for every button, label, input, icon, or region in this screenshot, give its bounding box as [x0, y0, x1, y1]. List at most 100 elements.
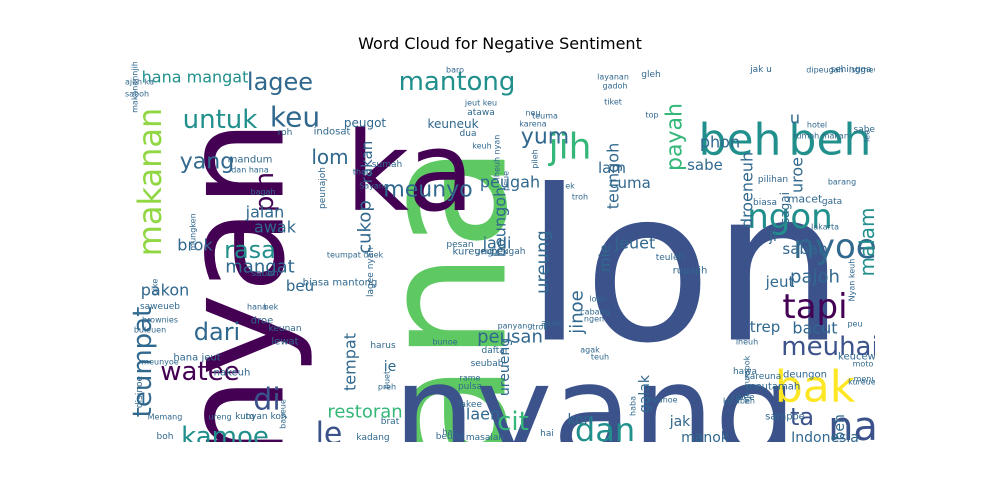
cloud-word: kon [567, 412, 592, 428]
cloud-word: roh [278, 128, 293, 138]
cloud-word: pileh [531, 149, 540, 169]
cloud-word: saboh [125, 90, 149, 99]
cloud-word: meunyoe [141, 358, 178, 367]
cloud-word: leubeh [832, 414, 848, 442]
cloud-word: boh [157, 432, 174, 442]
cloud-word: keunan [268, 324, 301, 334]
cloud-word: teuma [532, 112, 558, 121]
cloud-word: jadi [482, 234, 512, 253]
cloud-word: ureng [208, 413, 231, 422]
cloud-word: bacut [792, 319, 837, 338]
cloud-word: hotel [807, 121, 827, 130]
cloud-word: nyan koh [245, 412, 286, 422]
cloud-word: peugah [480, 173, 540, 192]
cloud-word: harus [370, 341, 396, 351]
cloud-word: lheuh [736, 338, 758, 347]
cloud-word: biasa [753, 198, 777, 208]
cloud-word: bak [775, 362, 856, 413]
cloud-word: ka [345, 108, 474, 236]
cloud-word: laen [466, 405, 500, 424]
cloud-word: Jakarta [810, 223, 839, 232]
cloud-word: hawa [733, 367, 757, 377]
cloud-word: sagai [778, 192, 792, 224]
cloud-word: masalah [466, 433, 504, 442]
cloud-word: buleuen [134, 326, 166, 335]
cloud-word: buet [383, 371, 392, 389]
cloud-word: thon [353, 168, 371, 177]
cloud-word: le [316, 417, 343, 443]
cloud-word: keuneuk [427, 117, 478, 131]
cloud-word: beu [286, 277, 314, 295]
cloud-word: troh [572, 193, 588, 202]
cloud-word: akan [541, 319, 563, 329]
cloud-word: rame [460, 374, 481, 383]
cloud-word: bayeue [279, 399, 288, 429]
cloud-word: sehingga [830, 65, 871, 75]
cloud-word: jeut [765, 273, 795, 291]
cloud-word: indosat [314, 127, 351, 138]
cloud-word: mangat [225, 257, 295, 278]
cloud-word: pajoh [790, 267, 840, 288]
cloud-word: dari [194, 318, 240, 346]
cloud-word: u [790, 109, 800, 128]
cloud-word: yum [521, 125, 569, 150]
cloud-word: Indonesia [791, 430, 859, 442]
cloud-word: teuh [591, 353, 609, 362]
cloud-word: daftar [482, 346, 509, 356]
cloud-word: peunajoh [318, 167, 328, 209]
cloud-word: manok [681, 430, 730, 442]
cloud-word: baro [446, 66, 464, 75]
cloud-word: istimewa [849, 66, 875, 75]
cloud-word: Sayang [359, 182, 389, 191]
cloud-word: lewat [271, 337, 298, 348]
cloud-word: ngen [584, 315, 604, 324]
cloud-word: meurumpok [743, 355, 752, 404]
cloud-word: cukop [355, 200, 376, 254]
cloud-word: nyan [154, 119, 317, 442]
cloud-word: sabeh [251, 269, 278, 279]
cloud-word: restoran [327, 402, 402, 423]
cloud-word: haba [629, 396, 638, 416]
cloud-word: deungon [783, 370, 827, 381]
cloud-word: uroe [788, 157, 807, 193]
cloud-word: tempat [341, 333, 360, 391]
cloud-word: peue [502, 171, 511, 191]
cloud-word: lom [311, 145, 348, 169]
cloud-word: mungken [189, 213, 198, 250]
cloud-word: han [442, 428, 457, 437]
cloud-word: mandum [228, 155, 273, 166]
cloud-word: peu [847, 320, 862, 329]
cloud-word: mie [596, 244, 614, 272]
cloud-word: nyang [393, 336, 797, 442]
cloud-word: ngon [747, 197, 832, 237]
cloud-word: preh [378, 383, 396, 392]
cloud-word: ribee [732, 393, 755, 403]
cloud-word: yang [180, 150, 234, 175]
cloud-word: dan hana [231, 166, 269, 175]
cloud-word: sampoe [765, 412, 805, 423]
cloud-word: brownies [142, 316, 178, 325]
cloud-word: kuto [235, 412, 255, 422]
figure-title: Word Cloud for Negative Sentiment [358, 34, 642, 53]
cloud-word: macet [788, 193, 823, 206]
cloud-word: rupajih [673, 266, 708, 277]
cloud-word: awak [254, 218, 297, 237]
cloud-word: kamoe [181, 422, 269, 442]
cloud-word: sabee [854, 125, 876, 135]
cloud-word: hek [492, 247, 509, 257]
cloud-word: lheuh nyan [493, 135, 502, 180]
cloud-word: teungoh [604, 143, 623, 209]
cloud-word: sabe [687, 156, 723, 174]
cloud-word: keu [270, 101, 320, 134]
cloud-word: barang [828, 178, 856, 187]
cloud-word: jak u [749, 65, 772, 75]
cloud-word: jalan [245, 203, 285, 222]
cloud-word: lakee [458, 400, 482, 410]
cloud-word: Nyan keuh [848, 259, 857, 302]
cloud-word: keuh [472, 142, 491, 151]
cloud-word: peusan [477, 327, 543, 348]
cloud-word: sabab [782, 240, 827, 258]
cloud-word: seubab [471, 359, 504, 369]
cloud-word: ta [790, 403, 814, 431]
